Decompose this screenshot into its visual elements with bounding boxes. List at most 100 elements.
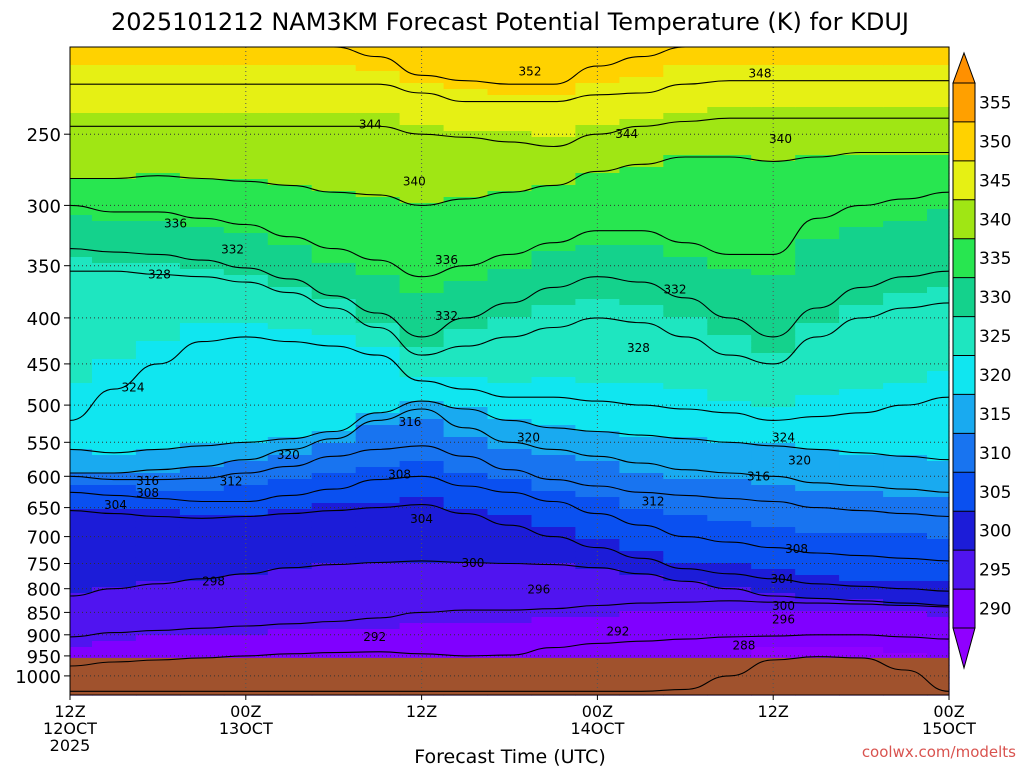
fill-cell (575, 575, 620, 582)
fill-cell (355, 191, 401, 198)
fill-cell (751, 467, 796, 474)
fill-cell (531, 569, 576, 576)
fill-cell (135, 101, 181, 108)
fill-cell (92, 287, 137, 294)
fill-cell (92, 539, 137, 546)
fill-cell (267, 359, 313, 366)
fill-cell (443, 401, 489, 408)
fill-cell (443, 335, 489, 342)
fill-cell (70, 641, 93, 648)
fill-cell (399, 239, 445, 246)
fill-cell (443, 521, 489, 528)
fill-cell (619, 173, 664, 180)
fill-cell (883, 215, 928, 222)
fill-cell (663, 317, 708, 324)
fill-cell (487, 227, 533, 234)
fill-cell (92, 215, 137, 222)
fill-cell (663, 443, 708, 450)
fill-cell (311, 611, 357, 618)
fill-cell (927, 323, 950, 330)
fill-cell (795, 293, 840, 300)
fill-cell (707, 155, 752, 162)
fill-cell (92, 353, 137, 360)
fill-cell (663, 47, 708, 54)
fill-cell (399, 629, 445, 636)
fill-cell (619, 431, 664, 438)
fill-cell (839, 167, 884, 174)
fill-cell (443, 47, 489, 54)
fill-cell (619, 65, 664, 72)
colorbar-label: 315 (979, 405, 1011, 425)
fill-cell (179, 371, 225, 378)
fill-cell (575, 587, 620, 594)
fill-cell (179, 521, 225, 528)
fill-cell (707, 209, 752, 216)
fill-cell (663, 623, 708, 630)
fill-cell (619, 551, 664, 558)
fill-cell (619, 221, 664, 228)
fill-cell (663, 389, 708, 396)
fill-cell (70, 191, 93, 198)
fill-cell (70, 425, 93, 432)
fill-cell (795, 503, 840, 510)
fill-cell (751, 275, 796, 282)
fill-cell (619, 59, 664, 66)
fill-cell (751, 65, 796, 72)
fill-cell (531, 131, 576, 138)
fill-cell (927, 527, 950, 534)
fill-cell (883, 137, 928, 144)
fill-cell (267, 47, 313, 54)
fill-cell (531, 599, 576, 606)
fill-cell (355, 263, 401, 270)
fill-cell (575, 53, 620, 60)
fill-cell (267, 53, 313, 60)
fill-cell (223, 47, 269, 54)
fill-cell (795, 599, 840, 606)
fill-cell (531, 215, 576, 222)
fill-cell (223, 551, 269, 558)
fill-cell (443, 353, 489, 360)
fill-cell (575, 605, 620, 612)
fill-cell (839, 209, 884, 216)
fill-cell (751, 353, 796, 360)
fill-cell (751, 101, 796, 108)
fill-cell (619, 83, 664, 90)
fill-cell (355, 185, 401, 192)
fill-cell (707, 341, 752, 348)
fill-cell (179, 419, 225, 426)
fill-cell (751, 233, 796, 240)
fill-cell (707, 605, 752, 612)
fill-cell (751, 449, 796, 456)
fill-cell (619, 587, 664, 594)
fill-cell (70, 137, 93, 144)
fill-cell (487, 407, 533, 414)
fill-cell (399, 383, 445, 390)
fill-cell (927, 179, 950, 186)
fill-cell (179, 263, 225, 270)
fill-cell (487, 461, 533, 468)
colorbar-label: 300 (979, 522, 1011, 542)
fill-cell (707, 575, 752, 582)
fill-cell (795, 113, 840, 120)
fill-cell (795, 83, 840, 90)
fill-cell (135, 629, 181, 636)
fill-cell (663, 617, 708, 624)
fill-cell (443, 341, 489, 348)
fill-cell (311, 323, 357, 330)
fill-cell (92, 77, 137, 84)
fill-cell (795, 311, 840, 318)
fill-cell (92, 509, 137, 516)
fill-cell (399, 191, 445, 198)
fill-cell (751, 143, 796, 150)
fill-cell (355, 83, 401, 90)
fill-cell (179, 185, 225, 192)
fill-cell (619, 611, 664, 618)
fill-cell (443, 317, 489, 324)
fill-cell (135, 137, 181, 144)
fill-cell (707, 431, 752, 438)
fill-cell (883, 377, 928, 384)
fill-cell (751, 419, 796, 426)
fill-cell (575, 461, 620, 468)
fill-cell (575, 221, 620, 228)
